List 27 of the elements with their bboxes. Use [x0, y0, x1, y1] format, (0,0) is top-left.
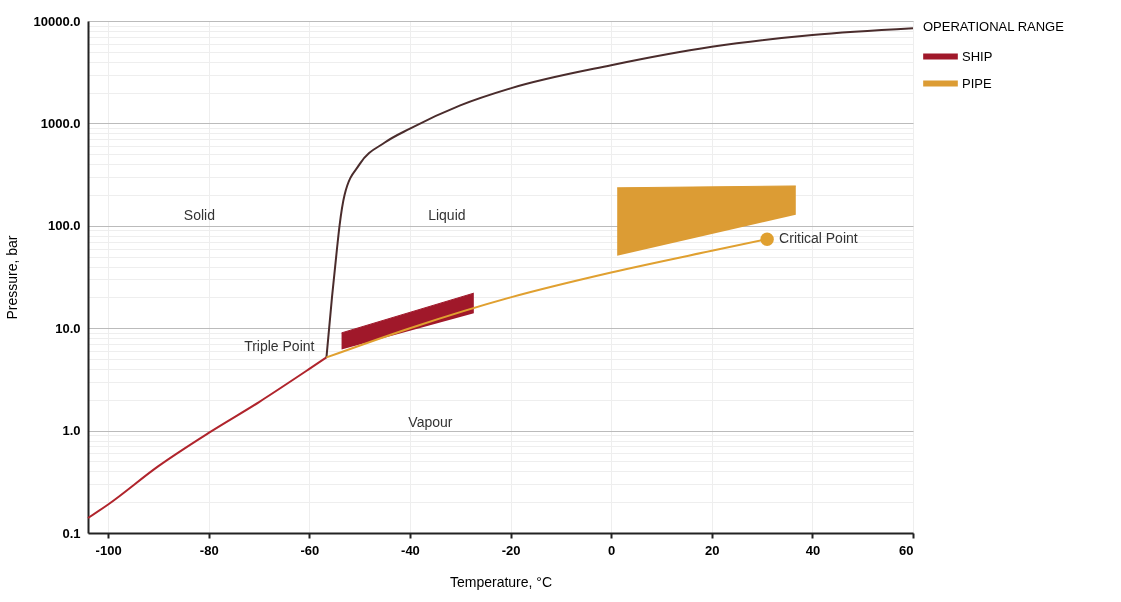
annotation: Solid — [183, 206, 215, 223]
x-tick-label: -80 — [199, 542, 219, 558]
x-tick-label: 40 — [805, 542, 821, 558]
y-tick-label: 100.0 — [47, 218, 81, 234]
legend-label: PIPE — [962, 75, 992, 91]
annotation: Vapour — [408, 413, 453, 430]
x-tick-label: -60 — [300, 542, 320, 558]
legend-label: SHIP — [962, 48, 993, 64]
x-tick-label: 20 — [705, 542, 720, 558]
x-tick-label: 0 — [608, 542, 616, 558]
x-axis-title: Temperature, °C — [449, 573, 553, 590]
annotation: Triple Point — [244, 338, 315, 355]
annotation: Critical Point — [779, 230, 858, 247]
line-series — [325, 27, 914, 359]
x-tick-label: -20 — [501, 542, 521, 558]
y-tick-label: 10000.0 — [33, 13, 81, 29]
y-tick-label: 1.0 — [62, 423, 81, 439]
x-tick-label: -40 — [401, 542, 420, 558]
y-axis-title: Pressure, bar — [3, 235, 20, 320]
y-tick-label: 0.1 — [62, 525, 81, 541]
y-tick-label: 10.0 — [55, 320, 81, 336]
annotation: Liquid — [428, 206, 466, 223]
y-tick-label: 1000.0 — [40, 115, 81, 131]
legend-title: OPERATIONAL RANGE — [923, 19, 1065, 34]
x-tick-label: 60 — [899, 542, 914, 558]
x-tick-label: -100 — [95, 542, 122, 558]
line-series — [87, 356, 328, 520]
